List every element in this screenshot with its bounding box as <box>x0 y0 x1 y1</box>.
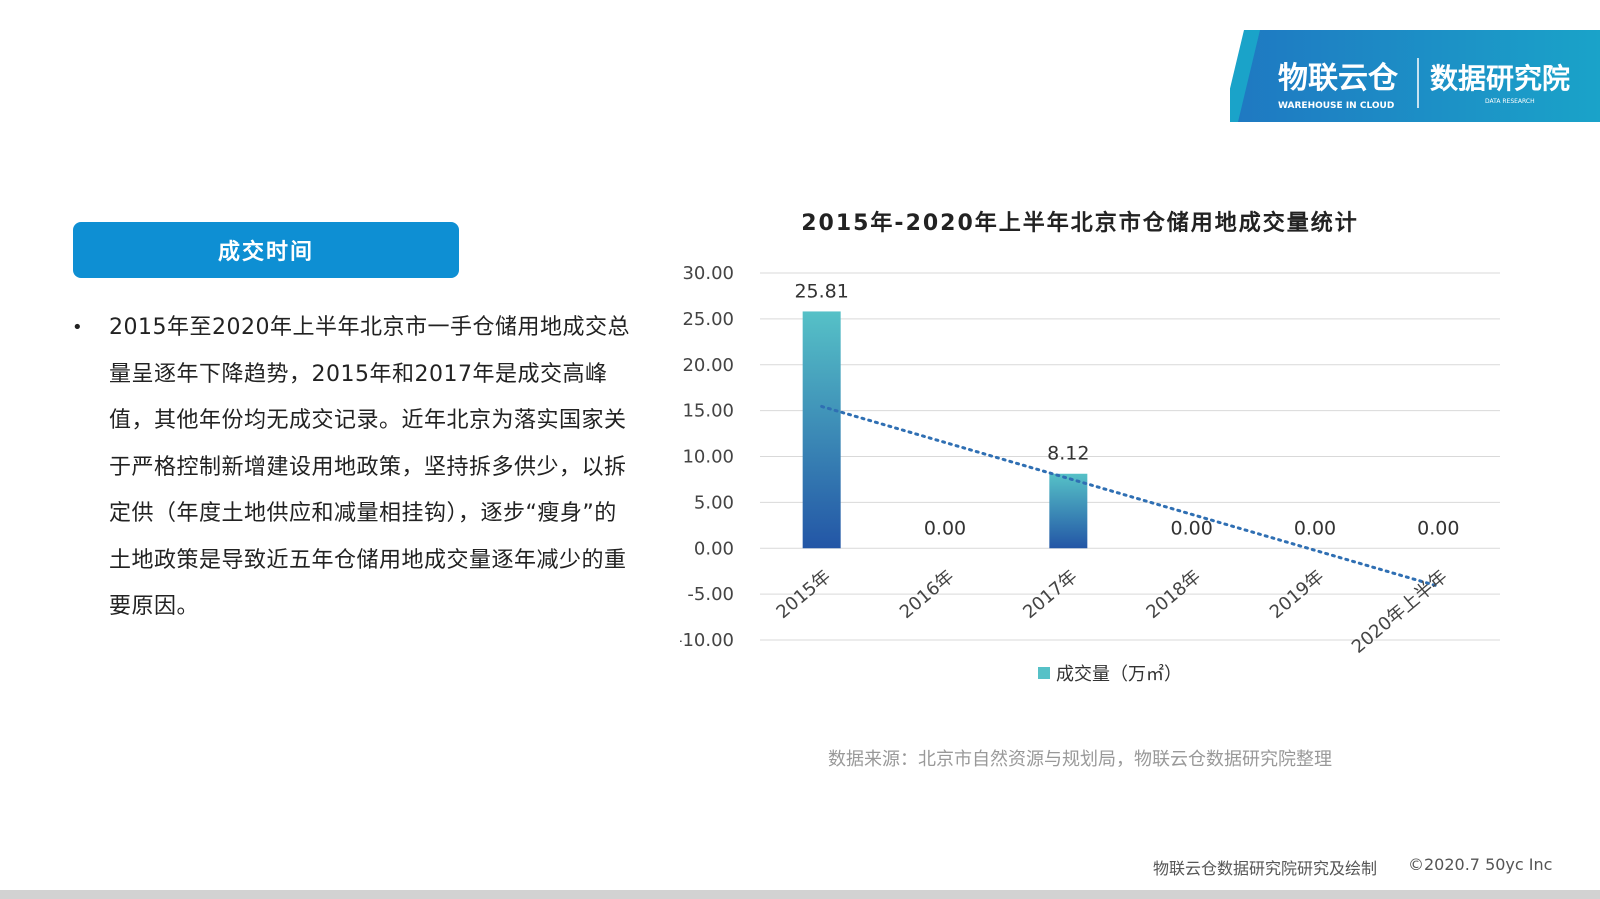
y-tick-label: -5.00 <box>687 584 734 605</box>
body-paragraph: 2015年至2020年上半年北京市一手仓储用地成交总量呈逐年下降趋势，2015年… <box>109 315 630 619</box>
bottom-bar <box>0 890 1600 899</box>
y-tick-label: -10.00 <box>680 630 734 651</box>
chart-legend: 成交量（万㎡） <box>1038 660 1182 686</box>
data-label: 0.00 <box>1417 517 1459 539</box>
data-label: 25.81 <box>794 280 848 302</box>
trendline <box>820 404 1440 588</box>
y-tick-label: 20.00 <box>682 355 734 376</box>
bullet-marker: • <box>72 317 84 338</box>
legend-label: 成交量（万㎡） <box>1056 664 1182 685</box>
trendline-path <box>820 404 1440 588</box>
data-label: 8.12 <box>1047 443 1089 465</box>
brand-logo-banner: 物联云仓 WAREHOUSE IN CLOUD 数据研究院 DATA RESEA… <box>1230 30 1600 122</box>
data-label: 0.00 <box>1171 517 1213 539</box>
section-label: 成交时间 <box>73 222 459 278</box>
gridlines <box>760 272 1500 641</box>
y-tick-label: 30.00 <box>682 263 734 284</box>
y-tick-label: 5.00 <box>694 492 734 513</box>
logo-brand-cn: 物联云仓 <box>1278 61 1399 96</box>
footer-copyright: ©2020.7 50yc Inc <box>1408 855 1553 874</box>
logo-division-cn: 数据研究院 <box>1430 62 1570 95</box>
chart-title: 2015年-2020年上半年北京市仓储用地成交量统计 <box>801 211 1359 236</box>
body-text: • 2015年至2020年上半年北京市一手仓储用地成交总量呈逐年下降趋势，201… <box>72 305 642 631</box>
source-note: 数据来源：北京市自然资源与规划局，物联云仓数据研究院整理 <box>828 749 1332 770</box>
bar <box>1049 473 1088 549</box>
y-tick-label: 0.00 <box>694 538 734 559</box>
bars <box>802 311 1088 549</box>
x-axis-ticks: 2015年 2016年 2017年 2018年 2019年 2020年上半年 <box>772 566 1451 658</box>
data-label: 0.00 <box>924 517 966 539</box>
y-tick-label: 10.00 <box>682 447 734 468</box>
legend-swatch <box>1038 667 1050 679</box>
y-tick-label: 15.00 <box>682 401 734 422</box>
bar <box>802 311 841 549</box>
data-label: 0.00 <box>1294 517 1336 539</box>
y-axis-ticks: 30.00 25.00 20.00 15.00 10.00 5.00 0.00 -5.00 -1… <box>680 263 734 651</box>
logo-division-en: DATA RESEARCH <box>1485 98 1535 105</box>
footer-credit: 物联云仓数据研究院研究及绘制 <box>1153 859 1378 878</box>
data-labels: 25.81 0.00 8.12 0.00 0.00 0.00 <box>794 280 1459 539</box>
logo-brand-en: WAREHOUSE IN CLOUD <box>1278 101 1394 111</box>
y-tick-label: 25.00 <box>682 309 734 330</box>
bar-chart: 30.00 25.00 20.00 15.00 10.00 5.00 0.00 -5.00 -1… <box>680 263 1500 658</box>
x-tick-label: 2020年上半年 <box>1348 566 1452 658</box>
